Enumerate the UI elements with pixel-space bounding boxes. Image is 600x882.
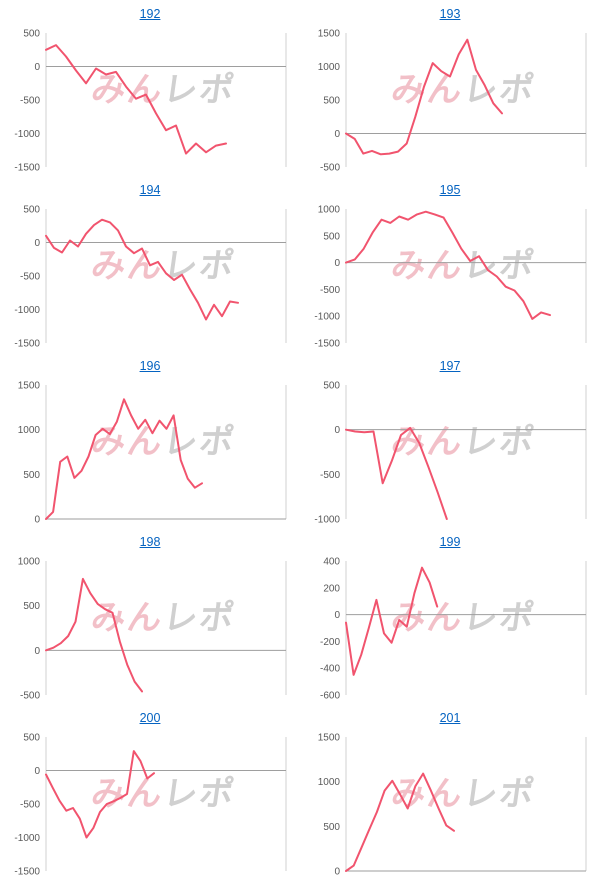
payout-line-chart: 500 0 -500 -1000 -1500 xyxy=(0,199,300,352)
payout-line-chart: 1000 500 0 -500 -1000 -1500 xyxy=(300,199,600,352)
chart-title-wrap: 195 xyxy=(300,181,600,199)
svg-text:500: 500 xyxy=(323,381,340,392)
payout-line-chart: 1500 1000 500 0 xyxy=(0,375,300,528)
machine-link-201[interactable]: 201 xyxy=(439,711,461,725)
svg-text:1000: 1000 xyxy=(318,205,341,216)
machine-link-195[interactable]: 195 xyxy=(439,183,461,197)
svg-text:-500: -500 xyxy=(20,800,40,811)
svg-text:-1500: -1500 xyxy=(14,867,40,878)
svg-text:200: 200 xyxy=(323,583,340,594)
svg-text:0: 0 xyxy=(34,62,40,73)
machine-link-197[interactable]: 197 xyxy=(439,359,461,373)
svg-text:-400: -400 xyxy=(320,664,340,675)
svg-text:1000: 1000 xyxy=(18,425,41,436)
chart-title-wrap: 192 xyxy=(0,5,300,23)
payout-line-chart: 1500 1000 500 0 xyxy=(300,727,600,880)
machine-link-192[interactable]: 192 xyxy=(139,7,161,21)
chart-panel-198: 198 みんレポ 1000 500 0 -500 xyxy=(0,528,300,704)
svg-text:500: 500 xyxy=(23,29,40,40)
svg-text:0: 0 xyxy=(34,766,40,777)
svg-text:-1000: -1000 xyxy=(314,312,340,323)
chart-panel-192: 192 みんレポ 500 0 -500 -1000 -1500 xyxy=(0,0,300,176)
machine-link-193[interactable]: 193 xyxy=(439,7,461,21)
svg-text:0: 0 xyxy=(34,238,40,249)
svg-text:-1000: -1000 xyxy=(14,305,40,316)
svg-text:1000: 1000 xyxy=(318,62,341,73)
svg-text:-600: -600 xyxy=(320,691,340,702)
svg-text:0: 0 xyxy=(34,646,40,657)
payout-line-chart: 400 200 0 -200 -400 -600 xyxy=(300,551,600,704)
machine-link-194[interactable]: 194 xyxy=(139,183,161,197)
machine-link-198[interactable]: 198 xyxy=(139,535,161,549)
payout-line-chart: 500 0 -500 -1000 xyxy=(300,375,600,528)
chart-panel-199: 199 みんレポ 400 200 0 -200 -400 -600 xyxy=(300,528,600,704)
svg-text:-200: -200 xyxy=(320,637,340,648)
chart-title-wrap: 201 xyxy=(300,709,600,727)
chart-panel-193: 193 みんレポ 1500 1000 500 0 -500 xyxy=(300,0,600,176)
chart-title-wrap: 199 xyxy=(300,533,600,551)
chart-panel-201: 201 みんレポ 1500 1000 500 0 xyxy=(300,704,600,880)
payout-line-chart: 1500 1000 500 0 -500 xyxy=(300,23,600,176)
svg-text:-500: -500 xyxy=(320,285,340,296)
svg-text:1500: 1500 xyxy=(318,29,341,40)
svg-text:400: 400 xyxy=(323,557,340,568)
svg-text:500: 500 xyxy=(323,822,340,833)
chart-title-wrap: 194 xyxy=(0,181,300,199)
chart-title-wrap: 200 xyxy=(0,709,300,727)
svg-text:-1000: -1000 xyxy=(14,129,40,140)
chart-title-wrap: 197 xyxy=(300,357,600,375)
svg-text:500: 500 xyxy=(323,96,340,107)
payout-line-chart: 1000 500 0 -500 xyxy=(0,551,300,704)
svg-text:500: 500 xyxy=(323,231,340,242)
machine-link-200[interactable]: 200 xyxy=(139,711,161,725)
svg-text:0: 0 xyxy=(34,515,40,526)
chart-title-wrap: 193 xyxy=(300,5,600,23)
chart-title-wrap: 196 xyxy=(0,357,300,375)
chart-title-wrap: 198 xyxy=(0,533,300,551)
chart-panel-197: 197 みんレポ 500 0 -500 -1000 xyxy=(300,352,600,528)
svg-text:0: 0 xyxy=(334,610,340,621)
chart-panel-195: 195 みんレポ 1000 500 0 -500 -1000 -1500 xyxy=(300,176,600,352)
svg-text:1000: 1000 xyxy=(18,557,41,568)
svg-text:0: 0 xyxy=(334,425,340,436)
svg-text:500: 500 xyxy=(23,733,40,744)
chart-panel-196: 196 みんレポ 1500 1000 500 0 xyxy=(0,352,300,528)
svg-text:0: 0 xyxy=(334,258,340,269)
svg-text:-500: -500 xyxy=(320,470,340,481)
svg-text:1000: 1000 xyxy=(318,777,341,788)
svg-text:1500: 1500 xyxy=(318,733,341,744)
svg-text:-1000: -1000 xyxy=(14,833,40,844)
chart-panel-200: 200 みんレポ 500 0 -500 -1000 -1500 xyxy=(0,704,300,880)
svg-text:0: 0 xyxy=(334,867,340,878)
svg-text:-500: -500 xyxy=(320,163,340,174)
svg-text:500: 500 xyxy=(23,470,40,481)
svg-text:0: 0 xyxy=(334,129,340,140)
payout-line-chart: 500 0 -500 -1000 -1500 xyxy=(0,727,300,880)
svg-text:-1000: -1000 xyxy=(314,515,340,526)
svg-text:-500: -500 xyxy=(20,691,40,702)
svg-text:-1500: -1500 xyxy=(14,163,40,174)
svg-text:-500: -500 xyxy=(20,272,40,283)
svg-text:-1500: -1500 xyxy=(314,339,340,350)
svg-text:-1500: -1500 xyxy=(14,339,40,350)
svg-text:1500: 1500 xyxy=(18,381,41,392)
svg-text:500: 500 xyxy=(23,601,40,612)
svg-text:500: 500 xyxy=(23,205,40,216)
machine-link-199[interactable]: 199 xyxy=(439,535,461,549)
payout-line-chart: 500 0 -500 -1000 -1500 xyxy=(0,23,300,176)
svg-text:-500: -500 xyxy=(20,96,40,107)
machine-link-196[interactable]: 196 xyxy=(139,359,161,373)
chart-panel-194: 194 みんレポ 500 0 -500 -1000 -1500 xyxy=(0,176,300,352)
